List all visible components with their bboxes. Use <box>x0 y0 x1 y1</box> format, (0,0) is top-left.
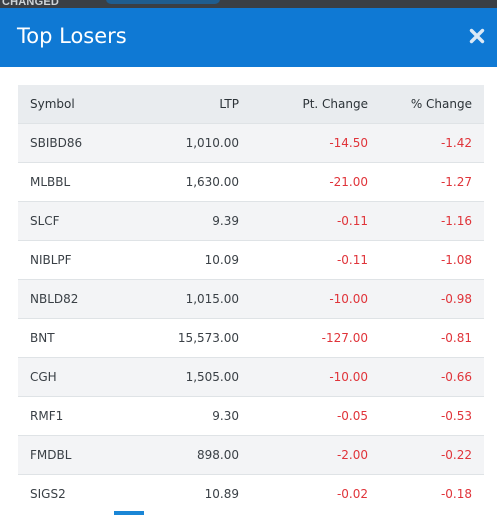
symbol-cell: SIGS2 <box>30 486 66 501</box>
pct-change-cell: -0.18 <box>440 486 472 501</box>
symbol-cell: NBLD82 <box>30 291 79 306</box>
pct-change-cell: -0.53 <box>440 408 472 423</box>
pt-change-cell: -14.50 <box>329 135 368 150</box>
ltp-cell: 15,573.00 <box>177 330 239 345</box>
background-tab <box>106 0 220 4</box>
losers-table: Symbol LTP Pt. Change % Change SBIBD86 1… <box>18 85 484 513</box>
table-row[interactable]: FMDBL 898.00 -2.00 -0.22 <box>18 435 484 474</box>
table-row[interactable]: CGH 1,505.00 -10.00 -0.66 <box>18 357 484 396</box>
ltp-cell: 898.00 <box>197 447 239 462</box>
scroll-indicator[interactable] <box>114 511 144 515</box>
table-header-row: Symbol LTP Pt. Change % Change <box>18 85 484 123</box>
table-row[interactable]: SLCF 9.39 -0.11 -1.16 <box>18 201 484 240</box>
modal-title: Top Losers <box>17 24 127 48</box>
symbol-cell: SBIBD86 <box>30 135 83 150</box>
pct-change-cell: -1.08 <box>440 252 472 267</box>
table-row[interactable]: BNT 15,573.00 -127.00 -0.81 <box>18 318 484 357</box>
pt-change-cell: -10.00 <box>329 369 368 384</box>
symbol-cell: SLCF <box>30 213 60 228</box>
ltp-cell: 1,505.00 <box>185 369 239 384</box>
ltp-cell: 1,015.00 <box>185 291 239 306</box>
table-row[interactable]: RMF1 9.30 -0.05 -0.53 <box>18 396 484 435</box>
column-header-symbol: Symbol <box>30 96 75 111</box>
table-row[interactable]: SIGS2 10.89 -0.02 -0.18 <box>18 474 484 513</box>
ltp-cell: 1,010.00 <box>185 135 239 150</box>
background-page: CHANGED <box>0 0 497 8</box>
table-row[interactable]: NBLD82 1,015.00 -10.00 -0.98 <box>18 279 484 318</box>
background-label: CHANGED <box>2 0 60 8</box>
symbol-cell: NIBLPF <box>30 252 72 267</box>
pt-change-cell: -21.00 <box>329 174 368 189</box>
pt-change-cell: -127.00 <box>321 330 368 345</box>
pct-change-cell: -0.81 <box>440 330 472 345</box>
symbol-cell: MLBBL <box>30 174 71 189</box>
symbol-cell: RMF1 <box>30 408 64 423</box>
symbol-cell: FMDBL <box>30 447 72 462</box>
ltp-cell: 9.39 <box>212 213 239 228</box>
close-icon[interactable] <box>469 28 485 44</box>
top-losers-modal: Top Losers Symbol LTP Pt. Change % Chang… <box>0 8 497 515</box>
table-row[interactable]: SBIBD86 1,010.00 -14.50 -1.42 <box>18 123 484 162</box>
pt-change-cell: -0.02 <box>336 486 368 501</box>
pct-change-cell: -0.66 <box>440 369 472 384</box>
ltp-cell: 9.30 <box>212 408 239 423</box>
pct-change-cell: -1.42 <box>440 135 472 150</box>
ltp-cell: 10.89 <box>204 486 239 501</box>
pct-change-cell: -0.98 <box>440 291 472 306</box>
pt-change-cell: -2.00 <box>336 447 368 462</box>
symbol-cell: CGH <box>30 369 57 384</box>
ltp-cell: 10.09 <box>204 252 239 267</box>
column-header-ltp: LTP <box>219 96 239 111</box>
pt-change-cell: -0.05 <box>336 408 368 423</box>
pt-change-cell: -0.11 <box>336 213 368 228</box>
table-row[interactable]: NIBLPF 10.09 -0.11 -1.08 <box>18 240 484 279</box>
ltp-cell: 1,630.00 <box>185 174 239 189</box>
column-header-pt-change: Pt. Change <box>302 96 368 111</box>
column-header-pct-change: % Change <box>410 96 472 111</box>
symbol-cell: BNT <box>30 330 55 345</box>
modal-header: Top Losers <box>0 8 497 67</box>
pt-change-cell: -0.11 <box>336 252 368 267</box>
pct-change-cell: -1.16 <box>440 213 472 228</box>
close-icon-glyph <box>469 28 485 44</box>
table-row[interactable]: MLBBL 1,630.00 -21.00 -1.27 <box>18 162 484 201</box>
pct-change-cell: -0.22 <box>440 447 472 462</box>
pt-change-cell: -10.00 <box>329 291 368 306</box>
pct-change-cell: -1.27 <box>440 174 472 189</box>
losers-table-container: Symbol LTP Pt. Change % Change SBIBD86 1… <box>18 85 484 513</box>
